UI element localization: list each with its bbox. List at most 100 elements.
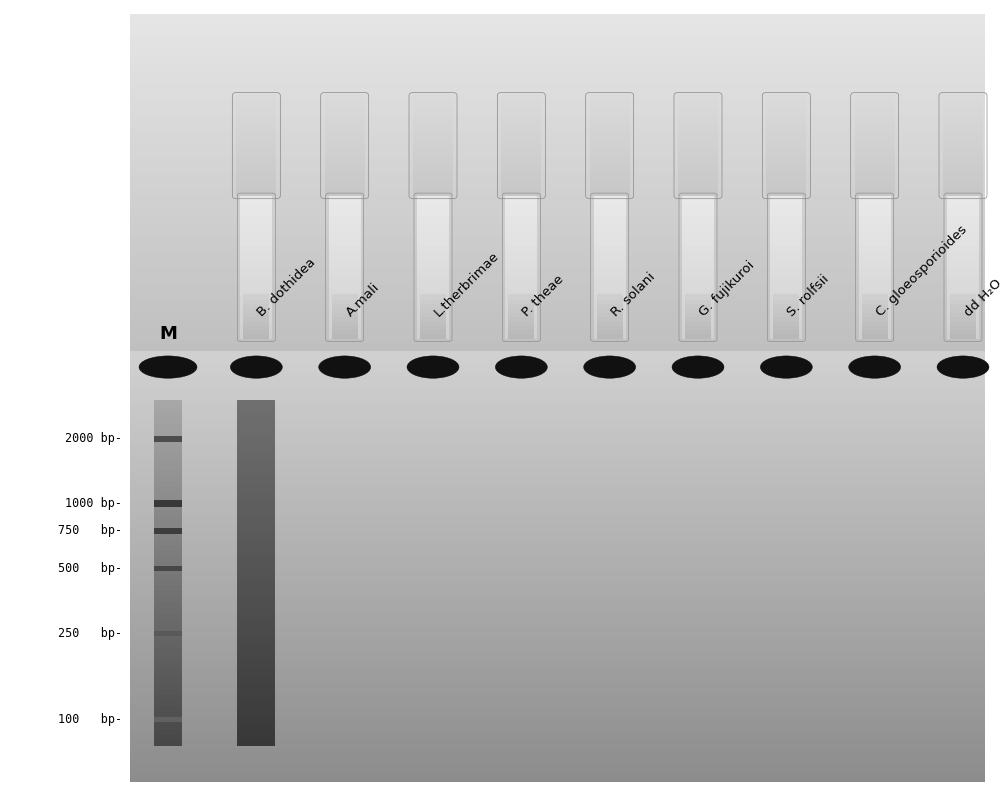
- Bar: [590, 120, 630, 125]
- Bar: [130, 31, 985, 38]
- Bar: [597, 307, 623, 313]
- Bar: [501, 105, 541, 111]
- Bar: [770, 216, 802, 224]
- Bar: [236, 145, 276, 151]
- Bar: [770, 202, 802, 210]
- Bar: [590, 180, 630, 186]
- Bar: [240, 259, 272, 267]
- Bar: [505, 216, 537, 224]
- Bar: [678, 160, 718, 166]
- Bar: [859, 281, 891, 289]
- Bar: [678, 185, 718, 191]
- Bar: [685, 294, 711, 299]
- Bar: [130, 661, 985, 666]
- Bar: [678, 105, 718, 111]
- Bar: [237, 544, 275, 551]
- Bar: [237, 458, 275, 464]
- Bar: [325, 180, 365, 186]
- Bar: [594, 302, 626, 310]
- Bar: [237, 625, 275, 631]
- Text: 1000 bp-: 1000 bp-: [65, 497, 122, 510]
- Bar: [237, 480, 275, 488]
- Bar: [859, 259, 891, 267]
- Bar: [237, 630, 275, 637]
- Bar: [417, 281, 449, 289]
- Bar: [237, 740, 275, 746]
- Bar: [237, 602, 275, 608]
- Bar: [154, 487, 182, 493]
- Bar: [130, 333, 985, 340]
- Bar: [682, 295, 714, 303]
- Bar: [243, 326, 269, 330]
- Bar: [237, 573, 275, 579]
- Bar: [682, 223, 714, 231]
- Bar: [130, 484, 985, 489]
- Bar: [237, 539, 275, 545]
- Bar: [154, 516, 182, 522]
- Bar: [855, 180, 895, 186]
- Bar: [154, 573, 182, 579]
- Bar: [236, 130, 276, 136]
- Bar: [130, 363, 985, 369]
- Bar: [325, 185, 365, 191]
- Bar: [594, 202, 626, 210]
- Bar: [943, 190, 983, 196]
- Bar: [855, 115, 895, 120]
- Bar: [325, 145, 365, 151]
- Bar: [413, 130, 453, 136]
- Bar: [236, 190, 276, 196]
- Bar: [682, 267, 714, 275]
- Bar: [682, 310, 714, 318]
- Bar: [508, 326, 534, 330]
- Bar: [950, 316, 976, 322]
- Bar: [325, 190, 365, 196]
- Bar: [590, 135, 630, 140]
- Bar: [862, 312, 888, 317]
- Bar: [773, 298, 799, 304]
- Bar: [505, 267, 537, 275]
- Bar: [417, 302, 449, 310]
- Bar: [505, 331, 537, 339]
- Bar: [130, 721, 985, 726]
- Bar: [594, 238, 626, 246]
- Bar: [130, 445, 985, 450]
- Bar: [417, 209, 449, 217]
- Bar: [859, 288, 891, 296]
- Bar: [240, 216, 272, 224]
- Bar: [329, 331, 361, 339]
- Bar: [130, 756, 985, 760]
- Bar: [773, 330, 799, 335]
- Bar: [325, 165, 365, 171]
- Bar: [855, 100, 895, 106]
- Bar: [597, 294, 623, 299]
- Bar: [130, 199, 985, 206]
- Bar: [770, 331, 802, 339]
- Bar: [678, 100, 718, 106]
- Bar: [862, 326, 888, 330]
- Bar: [855, 95, 895, 101]
- Bar: [420, 316, 446, 322]
- Bar: [855, 150, 895, 156]
- Bar: [130, 182, 985, 189]
- Bar: [590, 160, 630, 166]
- Bar: [325, 120, 365, 125]
- Bar: [508, 330, 534, 335]
- Bar: [947, 202, 979, 210]
- Bar: [325, 160, 365, 166]
- Bar: [420, 312, 446, 317]
- Bar: [130, 527, 985, 532]
- Bar: [240, 195, 272, 203]
- Bar: [505, 288, 537, 296]
- Bar: [947, 209, 979, 217]
- Bar: [505, 245, 537, 253]
- Bar: [505, 274, 537, 282]
- Bar: [243, 321, 269, 326]
- Bar: [237, 498, 275, 504]
- Bar: [597, 303, 623, 308]
- Bar: [594, 295, 626, 303]
- Bar: [678, 95, 718, 101]
- Bar: [766, 140, 806, 145]
- Ellipse shape: [139, 356, 197, 378]
- Bar: [943, 95, 983, 101]
- Bar: [130, 514, 985, 519]
